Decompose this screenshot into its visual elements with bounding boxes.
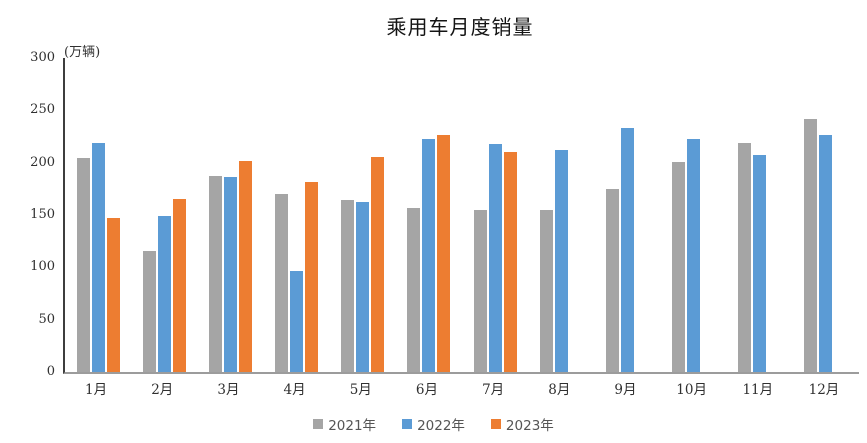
bar-2021年-1月 [76, 157, 90, 372]
bar-2023年-2月 [172, 199, 186, 372]
bar-2022年-2月 [157, 216, 171, 372]
month-group-3月 [197, 58, 263, 372]
bar-2021年-5月 [341, 199, 355, 372]
month-group-7月 [462, 58, 528, 372]
x-tick-label-6月: 6月 [415, 382, 438, 398]
legend: 2021年 2022年 2023年 [0, 414, 867, 434]
legend-label: 2022年 [417, 418, 465, 434]
bar-2022年-3月 [223, 176, 237, 372]
y-tick-label: 200 [30, 154, 55, 170]
bar-2022年-8月 [554, 149, 568, 372]
month-group-11月 [727, 58, 793, 372]
month-group-6月 [396, 58, 462, 372]
legend-swatch-icon [313, 419, 324, 429]
month-group-1月 [65, 58, 131, 372]
x-tick-label-3月: 3月 [217, 382, 240, 398]
bar-2023年-1月 [106, 218, 120, 372]
x-tick-label-4月: 4月 [283, 382, 306, 398]
bar-2021年-12月 [804, 118, 818, 372]
bar-2021年-2月 [142, 251, 156, 372]
bar-2021年-4月 [275, 193, 289, 372]
bar-2022年-6月 [422, 139, 436, 372]
month-group-2月 [131, 58, 197, 372]
x-axis-labels: 1月 2月 3月 4月 5月 6月 7月 8月 9月 10月 11月 12月 [63, 378, 857, 398]
bar-2021年-3月 [208, 175, 222, 372]
y-axis-unit-label: (万辆) [64, 45, 101, 60]
legend-item-2022年: 2022年 [402, 414, 465, 434]
y-tick-label: 300 [30, 50, 55, 65]
bar-2021年-9月 [605, 188, 619, 372]
x-tick-label-11月: 11月 [742, 382, 774, 398]
bar-2021年-8月 [539, 209, 553, 372]
bar-2023年-3月 [238, 160, 252, 372]
x-tick-label-5月: 5月 [349, 382, 372, 398]
x-tick-label-9月: 9月 [614, 382, 637, 398]
x-tick-label-8月: 8月 [548, 382, 571, 398]
month-group-9月 [594, 58, 660, 372]
x-tick-label-1月: 1月 [85, 382, 108, 398]
legend-swatch-icon [490, 419, 501, 429]
y-tick-label: 150 [30, 207, 55, 222]
bar-2021年-10月 [672, 161, 686, 372]
x-tick-label-7月: 7月 [482, 382, 505, 398]
bar-2023年-5月 [371, 157, 385, 372]
x-tick-label-2月: 2月 [151, 382, 174, 398]
legend-item-2021年: 2021年 [313, 414, 376, 434]
month-group-5月 [330, 58, 396, 372]
x-tick-label-12月: 12月 [808, 382, 840, 398]
y-tick-label: 250 [30, 102, 55, 118]
bar-2023年-4月 [305, 182, 319, 372]
legend-label: 2023年 [505, 418, 554, 434]
month-group-10月 [661, 58, 727, 372]
y-tick-label: 0 [46, 364, 55, 379]
plot-area [63, 58, 859, 374]
month-group-4月 [264, 58, 330, 372]
bar-2023年-6月 [437, 134, 451, 372]
bar-2022年-11月 [753, 154, 767, 372]
bar-2022年-9月 [620, 127, 634, 372]
bar-2022年-12月 [819, 135, 833, 372]
bar-2021年-11月 [738, 142, 752, 372]
y-axis-labels: 0 50 100 150 200 250 300 [0, 0, 55, 443]
bar-2022年-5月 [356, 202, 370, 372]
bar-2022年-10月 [687, 138, 701, 372]
legend-item-2023年: 2023年 [490, 414, 554, 434]
bar-2021年-7月 [473, 209, 487, 372]
month-group-12月 [793, 58, 859, 372]
legend-label: 2021年 [328, 418, 377, 434]
bar-2022年-7月 [488, 144, 502, 372]
bar-2022年-4月 [290, 271, 304, 372]
y-tick-label: 50 [38, 311, 55, 327]
y-tick-label: 100 [30, 259, 55, 275]
bar-2021年-6月 [407, 207, 421, 372]
legend-swatch-icon [402, 419, 413, 429]
bar-2022年-1月 [91, 143, 105, 372]
bar-2023年-7月 [503, 152, 517, 372]
chart-title: 乘用车月度销量 [386, 15, 534, 39]
x-tick-label-10月: 10月 [676, 382, 707, 398]
month-group-8月 [528, 58, 594, 372]
